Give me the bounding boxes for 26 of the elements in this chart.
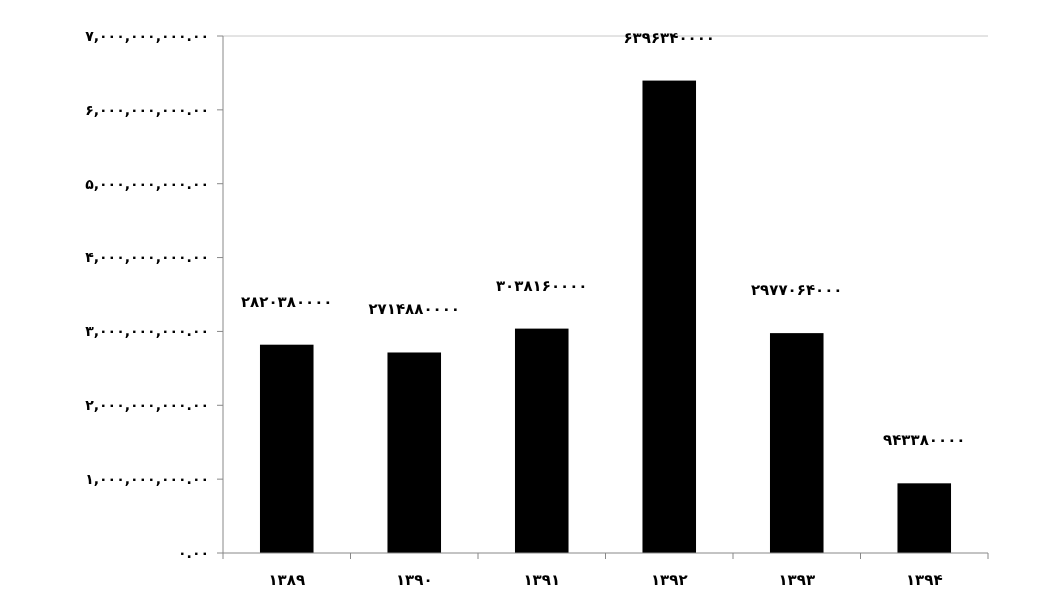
bar [387, 352, 442, 553]
y-tick-label: ۴,۰۰۰,۰۰۰,۰۰۰.۰۰ [85, 249, 209, 266]
y-tick-label: ۷,۰۰۰,۰۰۰,۰۰۰.۰۰ [85, 27, 209, 44]
bar [259, 344, 314, 553]
x-tick-label: ۱۳۹۳ [778, 571, 816, 589]
data-label: ۶۳۹۶۳۴۰۰۰۰ [623, 28, 716, 47]
y-tick-label: ۱,۰۰۰,۰۰۰,۰۰۰.۰۰ [85, 471, 209, 488]
y-tick-label: ۲,۰۰۰,۰۰۰,۰۰۰.۰۰ [85, 397, 209, 414]
y-tick-label: ۳,۰۰۰,۰۰۰,۰۰۰.۰۰ [85, 323, 209, 340]
x-tick-label: ۱۳۸۹ [268, 571, 306, 589]
x-tick-label: ۱۳۹۴ [905, 571, 943, 589]
bar [514, 328, 569, 553]
y-tick-label: ۶,۰۰۰,۰۰۰,۰۰۰.۰۰ [85, 101, 209, 118]
bar [642, 80, 697, 553]
y-tick-label: ۰.۰۰ [178, 544, 209, 561]
data-label: ۲۷۱۴۸۸۰۰۰۰ [368, 300, 461, 319]
y-tick-label: ۵,۰۰۰,۰۰۰,۰۰۰.۰۰ [85, 175, 209, 192]
data-label: ۲۹۷۷۰۶۴۰۰۰ [750, 281, 843, 300]
bar [769, 333, 824, 553]
x-tick-label: ۱۳۹۰ [395, 571, 433, 589]
data-label: ۹۴۳۳۸۰۰۰۰ [883, 431, 966, 450]
x-tick-label: ۱۳۹۲ [650, 571, 688, 589]
bar [897, 483, 952, 553]
data-label: ۳۰۳۸۱۶۰۰۰۰ [495, 276, 588, 295]
data-label: ۲۸۲۰۳۸۰۰۰۰ [240, 292, 333, 311]
x-tick-label: ۱۳۹۱ [523, 571, 561, 589]
